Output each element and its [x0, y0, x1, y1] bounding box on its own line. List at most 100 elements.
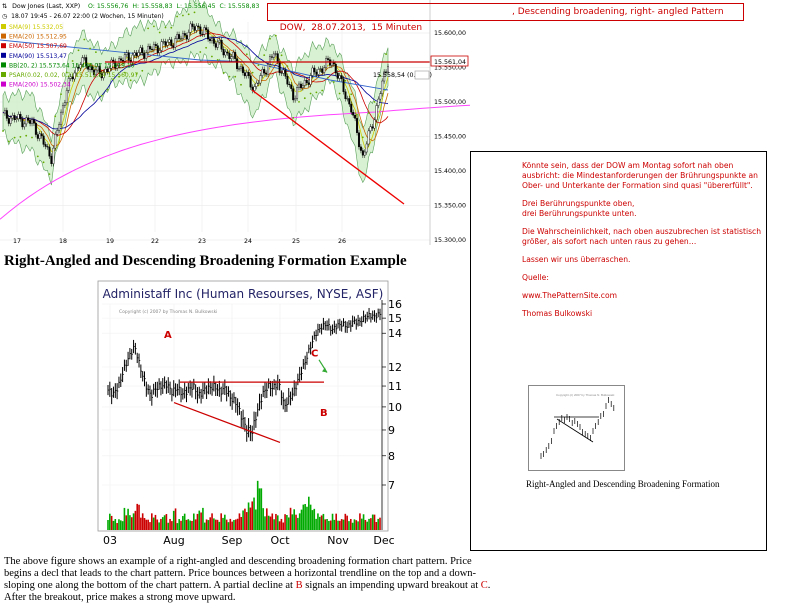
moving-average-lines	[0, 11, 470, 220]
candle-body	[348, 98, 351, 105]
candle-body	[238, 68, 241, 70]
candle-body	[357, 132, 360, 148]
candle-body	[104, 68, 107, 73]
psar-dot	[147, 27, 150, 30]
psar-dot	[106, 88, 109, 91]
psar-dot	[54, 115, 57, 118]
x-tick-label: 23	[198, 238, 206, 245]
volume-bar	[267, 515, 270, 530]
volume-bars	[107, 480, 381, 530]
x-tick-label: Oct	[270, 534, 290, 547]
candle-body	[299, 83, 302, 89]
volume-bar	[152, 517, 155, 530]
volume-bar	[375, 522, 378, 530]
page-heading: Right-Angled and Descending Broadening F…	[4, 253, 407, 269]
candle-body	[187, 32, 190, 40]
volume-bar	[109, 513, 111, 530]
legend-swatch	[1, 43, 6, 49]
candle-body	[209, 38, 212, 41]
volume-bar	[138, 504, 140, 530]
volume-bar	[123, 507, 126, 530]
psar-dot	[71, 60, 74, 62]
candle-body	[301, 85, 304, 89]
volume-bar	[112, 520, 115, 530]
legend-label: BB(20, 2) 15.573,64 15.496,07 15.419,10	[9, 62, 135, 69]
psar-dot	[129, 79, 132, 82]
candle-body	[17, 114, 20, 120]
candle-body	[92, 69, 95, 75]
candle-body	[317, 69, 320, 75]
candle-body	[73, 72, 76, 80]
candle-body	[241, 66, 244, 73]
volume-bar	[236, 518, 239, 530]
psar-dot	[228, 75, 231, 78]
note-paragraph-3: Die Wahrscheinlichkeit, nach oben auszub…	[522, 227, 762, 246]
volume-bar	[192, 513, 195, 530]
candle-body	[98, 65, 101, 74]
candle-body	[89, 66, 92, 70]
volume-bar	[176, 523, 179, 530]
candle-body	[214, 43, 217, 48]
ohlc-value: H: 15.558,83	[132, 3, 172, 10]
candle-body	[327, 58, 330, 60]
psar-dot	[124, 71, 126, 74]
x-tick-label: 18	[59, 238, 67, 245]
volume-bar	[304, 504, 306, 530]
volume-bar	[125, 515, 128, 530]
candle-body	[131, 54, 134, 63]
volume-bar	[127, 508, 129, 530]
candle-body	[54, 133, 57, 149]
volume-bar	[255, 509, 257, 530]
x-tick-label: 19	[106, 238, 114, 245]
psar-dot	[385, 53, 387, 55]
candle-body	[263, 69, 266, 74]
candle-body	[220, 40, 223, 50]
volume-bar	[240, 516, 243, 530]
candle-body	[179, 38, 182, 40]
price-tag-label: 15.561,04	[434, 59, 466, 66]
candle-body	[282, 69, 285, 74]
candle-body	[323, 67, 326, 73]
volume-bar	[266, 508, 268, 530]
y-tick-label: 15.450,00	[434, 134, 466, 141]
psar-dot	[332, 81, 335, 83]
psar-dot	[269, 37, 271, 40]
symbol-label: Dow Jones (Last, XXP)	[12, 3, 80, 10]
volume-bar	[280, 518, 283, 530]
volume-bar	[297, 517, 299, 530]
volume-bar	[149, 522, 151, 530]
candle-body	[249, 75, 252, 88]
note-paragraph-1: Könnte sein, dass der DOW am Montag sofo…	[522, 161, 758, 190]
volume-bar	[355, 520, 358, 530]
candle-body	[280, 72, 283, 74]
svg-text:O: 15.556,76H: 15.558,83L: 15.: O: 15.556,76 H: 15.558,83 L: 15.556,45 C: 1…	[88, 3, 259, 10]
note-source-link[interactable]: www.ThePatternSite.com	[522, 291, 618, 300]
volume-bar	[216, 519, 219, 530]
candle-body	[239, 66, 242, 69]
description-part2: signals an impending upward breakout at	[302, 580, 481, 591]
volume-bar	[260, 488, 263, 530]
candle-body	[373, 119, 376, 129]
psar-dot	[112, 78, 115, 81]
volume-bar	[331, 513, 334, 530]
psar-dot	[2, 130, 4, 132]
candle-body	[203, 27, 206, 35]
candle-body	[160, 41, 163, 51]
candle-body	[94, 69, 97, 75]
volume-bar	[218, 521, 221, 530]
psar-dot	[182, 14, 184, 17]
candle-body	[168, 39, 171, 43]
thumb-bottom-line	[556, 418, 594, 443]
volume-bar	[205, 519, 208, 530]
candle-body	[313, 67, 316, 73]
candle-body	[32, 119, 35, 124]
candle-body	[311, 67, 314, 76]
volume-bar	[191, 520, 193, 530]
candle-body	[52, 147, 55, 164]
volume-bar	[116, 522, 118, 530]
psar-dot	[19, 136, 22, 138]
candle-body	[67, 78, 70, 91]
legend-label: EMA(20) 15.512,95	[9, 34, 67, 41]
candle-body	[181, 33, 184, 39]
volume-bar	[207, 520, 210, 530]
